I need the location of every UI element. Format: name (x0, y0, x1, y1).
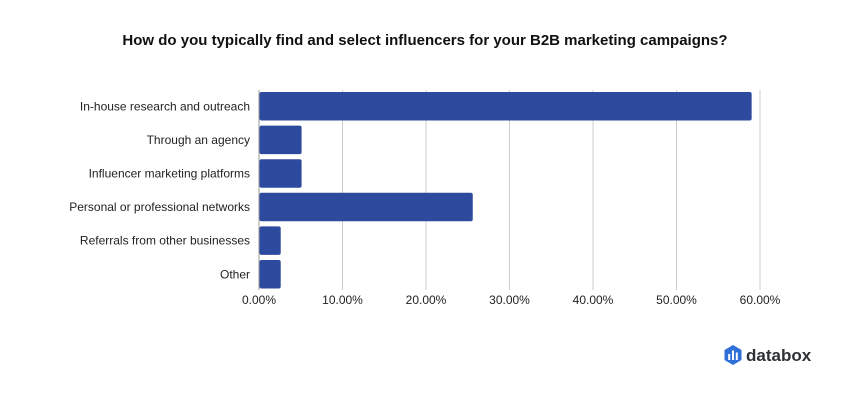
bar (259, 125, 302, 155)
databox-logo-icon (724, 345, 742, 365)
x-tick-label: 30.00% (489, 293, 530, 307)
bar (259, 192, 473, 222)
category-label: Through an agency (147, 133, 250, 147)
x-tick-label: 20.00% (406, 293, 447, 307)
grid-lines (258, 90, 761, 290)
x-tick-label: 0.00% (242, 293, 276, 307)
category-label: Personal or professional networks (69, 200, 250, 214)
bar (259, 92, 752, 121)
brand-name: databox (746, 346, 812, 365)
x-tick-label: 50.00% (656, 293, 697, 307)
bar (259, 159, 302, 188)
x-tick-label: 60.00% (740, 293, 781, 307)
bar (259, 226, 281, 255)
category-label: Referrals from other businesses (80, 234, 250, 248)
x-axis-tick-labels: 0.00% 10.00% 20.00% 30.00% 40.00% 50.00% 60.00… (242, 293, 781, 307)
x-tick-label: 40.00% (573, 293, 614, 307)
chart-title: How do you typically find and select inf… (122, 32, 727, 49)
bars (259, 92, 752, 289)
brand-logo: databox (724, 345, 812, 365)
bar (259, 260, 281, 289)
category-label: Influencer marketing platforms (89, 166, 250, 180)
category-label: Other (220, 267, 250, 281)
category-labels: In-house research and outreach Through an… (69, 99, 250, 281)
category-label: In-house research and outreach (80, 99, 250, 113)
x-tick-label: 10.00% (322, 293, 363, 307)
